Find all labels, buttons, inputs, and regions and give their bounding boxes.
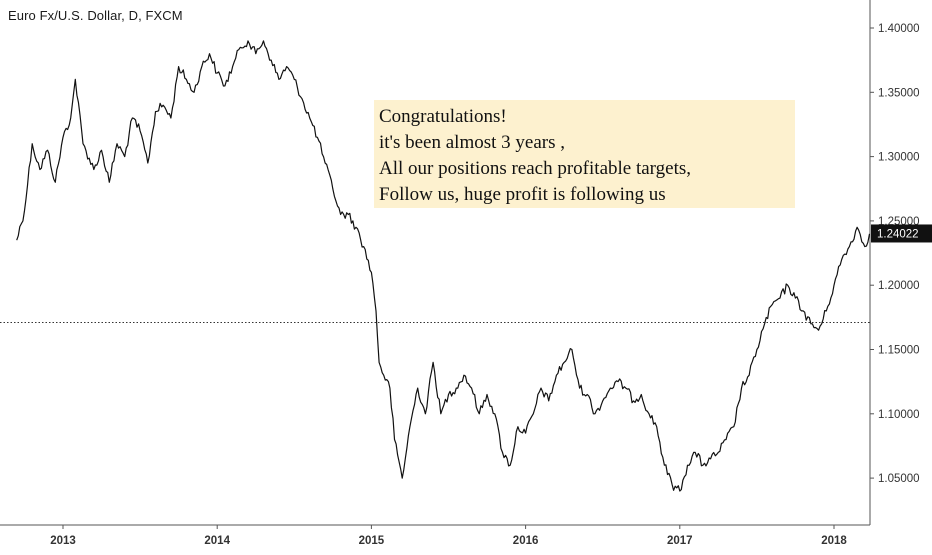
y-tick-label: 1.15000: [878, 345, 920, 357]
y-axis-ticks: 1.400001.350001.300001.250001.200001.150…: [870, 23, 920, 485]
y-tick-label: 1.10000: [878, 409, 920, 421]
y-tick-label: 1.40000: [878, 23, 920, 35]
x-tick-label: 2015: [359, 535, 385, 547]
annotation-note: Congratulations! it's been almost 3 year…: [374, 100, 795, 208]
y-tick-label: 1.35000: [878, 87, 920, 99]
y-tick-label: 1.05000: [878, 473, 920, 485]
y-tick-label: 1.20000: [878, 280, 920, 292]
note-line-2: it's been almost 3 years ,: [379, 132, 565, 153]
chart-title: Euro Fx/U.S. Dollar, D, FXCM: [8, 8, 183, 23]
last-price-label: 1.24022: [877, 228, 919, 240]
last-price-badge: [871, 224, 932, 243]
x-tick-label: 2014: [204, 535, 230, 547]
note-line-3: All our positions reach profitable targe…: [379, 158, 692, 179]
x-tick-label: 2016: [513, 535, 539, 547]
note-line-4: Follow us, huge profit is following us: [379, 184, 666, 205]
x-tick-label: 2018: [821, 535, 847, 547]
x-tick-label: 2017: [667, 535, 693, 547]
price-line: [16, 40, 871, 492]
x-tick-label: 2013: [50, 535, 76, 547]
last-price-badge-group: 1.24022: [871, 224, 932, 243]
axes: [0, 0, 871, 526]
note-line-1: Congratulations!: [379, 106, 507, 127]
x-axis-ticks: 2013 2014 2015 2016 2017 2018: [50, 525, 847, 547]
y-tick-label: 1.30000: [878, 152, 920, 164]
series-group: [16, 40, 871, 492]
